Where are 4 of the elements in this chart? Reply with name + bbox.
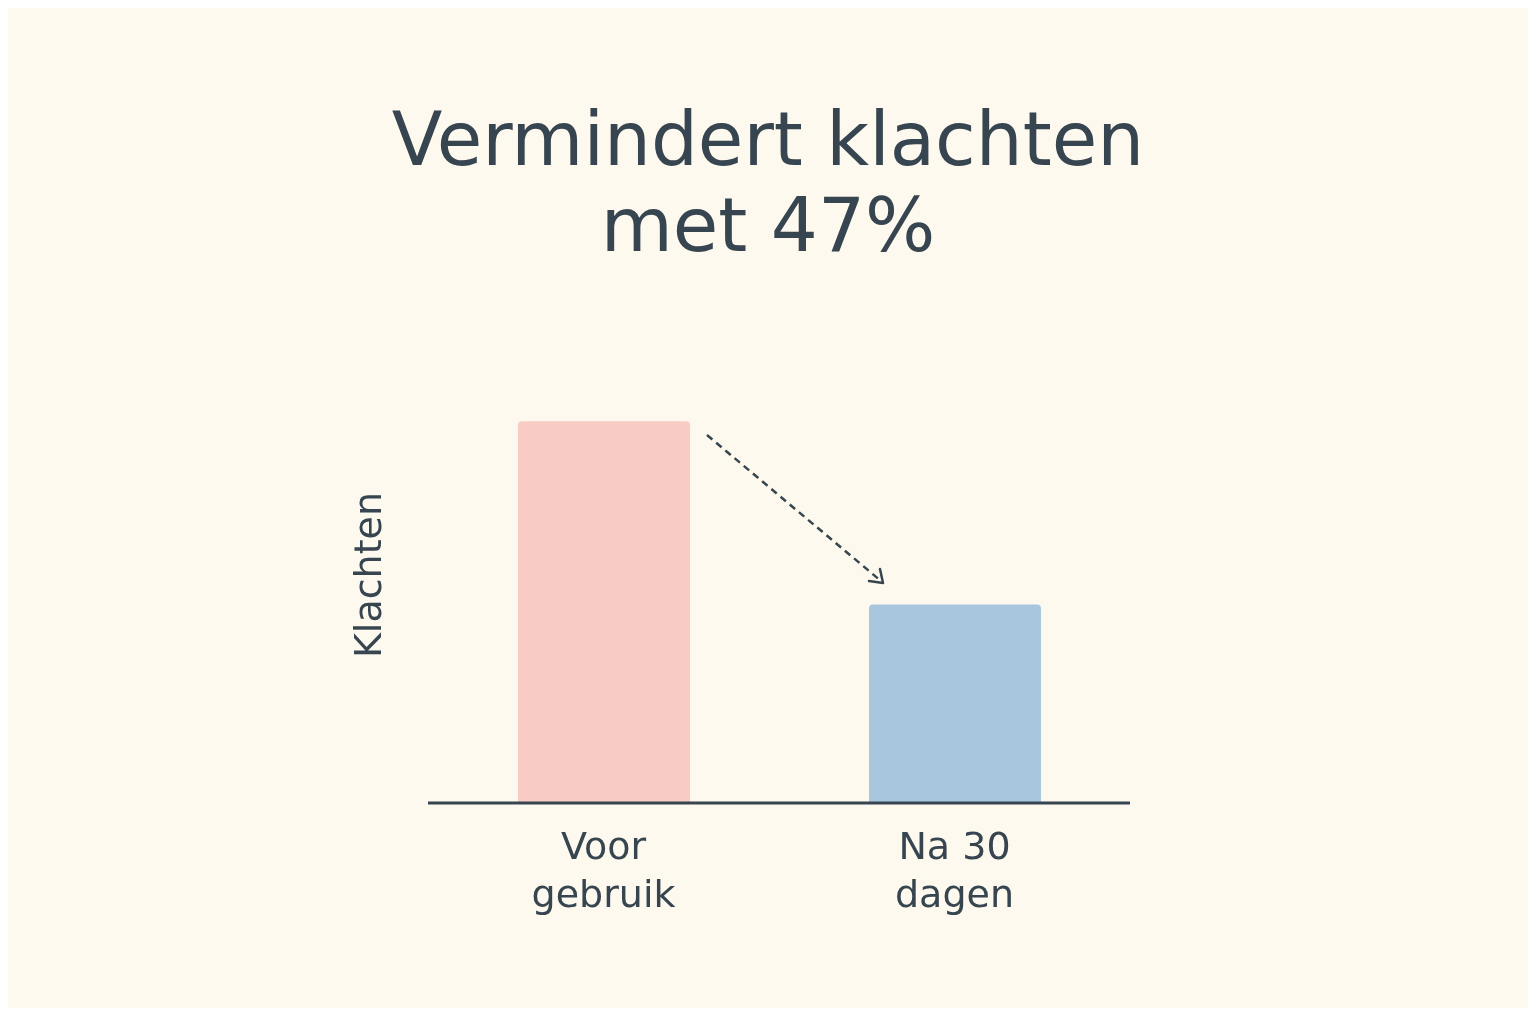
chart-title: Vermindert klachten met 47% [390, 96, 1146, 268]
y-axis-title: Klachten [345, 490, 391, 661]
x-tick-label: Voor gebruik [531, 824, 676, 916]
x-tick-label: Na 30 dagen [895, 824, 1014, 916]
